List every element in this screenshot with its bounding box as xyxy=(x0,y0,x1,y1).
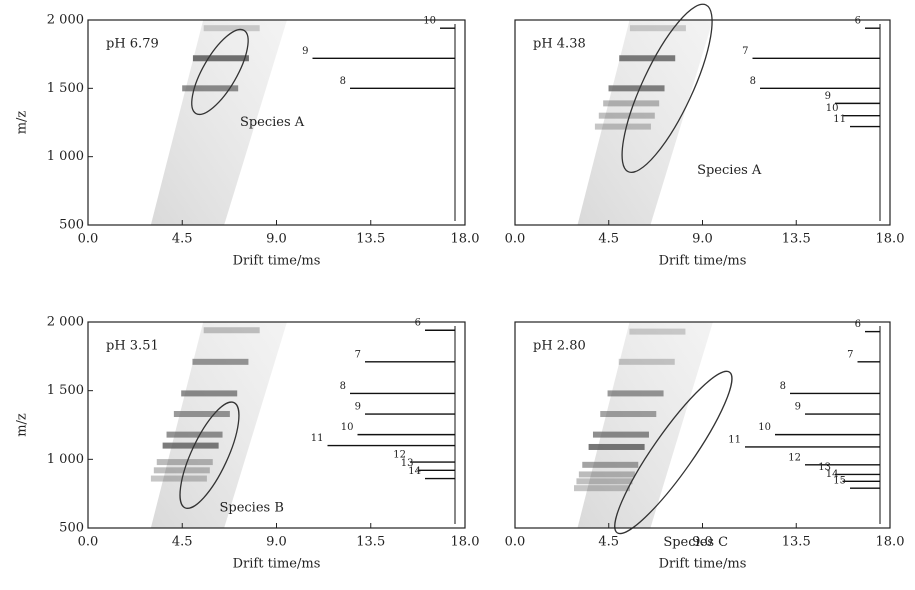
band xyxy=(619,359,675,365)
y-tick-label: 1 500 xyxy=(47,383,84,398)
signal-smear xyxy=(578,322,713,528)
x-tick-label: 13.5 xyxy=(356,535,385,550)
band xyxy=(157,459,213,465)
species-label: Species A xyxy=(240,115,305,130)
x-tick-label: 18.0 xyxy=(876,535,905,550)
band xyxy=(609,85,665,91)
ph-label: pH 4.38 xyxy=(533,37,586,52)
charge-label: 10 xyxy=(758,422,771,433)
x-tick-label: 0.0 xyxy=(505,232,526,247)
y-axis-label: m/z xyxy=(15,111,30,135)
band xyxy=(600,411,656,417)
x-tick-label: 9.0 xyxy=(692,535,713,550)
ph-label: pH 3.51 xyxy=(106,339,159,354)
charge-label: 7 xyxy=(847,349,853,360)
y-tick-label: 500 xyxy=(59,218,84,233)
signal-smear xyxy=(151,322,287,528)
band xyxy=(629,329,685,335)
band xyxy=(582,462,638,468)
band xyxy=(204,327,260,333)
band xyxy=(154,467,210,473)
band xyxy=(603,100,659,106)
charge-label: 6 xyxy=(855,319,861,330)
x-tick-label: 18.0 xyxy=(451,535,480,550)
band xyxy=(593,432,649,438)
species-label: Species B xyxy=(219,501,283,516)
charge-label: 8 xyxy=(340,381,346,392)
band xyxy=(608,390,664,396)
band xyxy=(595,124,651,130)
y-tick-label: 1 000 xyxy=(47,452,84,467)
x-axis-label: Drift time/ms xyxy=(233,254,321,269)
x-tick-label: 18.0 xyxy=(451,232,480,247)
charge-label: 6 xyxy=(415,318,421,329)
x-tick-label: 9.0 xyxy=(266,535,287,550)
x-tick-label: 0.0 xyxy=(78,535,99,550)
y-tick-label: 2 000 xyxy=(47,13,84,28)
band xyxy=(630,25,686,31)
y-tick-label: 500 xyxy=(59,521,84,536)
band xyxy=(193,55,249,61)
charge-label: 7 xyxy=(742,46,748,57)
charge-label: 15 xyxy=(833,476,846,487)
charge-label: 7 xyxy=(355,349,361,360)
y-tick-label: 1 000 xyxy=(47,149,84,164)
ph-label: pH 2.80 xyxy=(533,339,586,354)
band xyxy=(589,444,645,450)
band xyxy=(167,432,223,438)
x-tick-label: 13.5 xyxy=(782,535,811,550)
signal-smear xyxy=(578,20,713,225)
band xyxy=(151,476,207,482)
x-tick-label: 9.0 xyxy=(692,232,713,247)
x-tick-label: 0.0 xyxy=(78,232,99,247)
band xyxy=(576,478,632,484)
band xyxy=(181,390,237,396)
x-tick-label: 4.5 xyxy=(598,232,619,247)
charge-label: 11 xyxy=(311,433,324,444)
charge-label: 8 xyxy=(340,76,346,87)
x-tick-label: 13.5 xyxy=(356,232,385,247)
species-label: Species A xyxy=(697,163,762,178)
ph-label: pH 6.79 xyxy=(106,37,159,52)
band xyxy=(174,411,230,417)
charge-label: 8 xyxy=(780,381,786,392)
band xyxy=(192,359,248,365)
x-tick-label: 13.5 xyxy=(782,232,811,247)
charge-label: 9 xyxy=(355,402,361,413)
x-tick-label: 18.0 xyxy=(876,232,905,247)
band xyxy=(163,443,219,449)
x-axis-label: Drift time/ms xyxy=(659,254,747,269)
figure: 1098Species ApH 6.790.04.59.013.518.02 0… xyxy=(0,0,915,590)
band xyxy=(574,485,630,491)
charge-label: 9 xyxy=(795,402,801,413)
x-axis-label: Drift time/ms xyxy=(659,557,747,572)
charge-label: 14 xyxy=(408,466,421,477)
charge-label: 6 xyxy=(855,16,861,27)
x-axis-label: Drift time/ms xyxy=(233,557,321,572)
x-tick-label: 0.0 xyxy=(505,535,526,550)
charge-label: 9 xyxy=(825,91,831,102)
y-tick-label: 2 000 xyxy=(47,315,84,330)
charge-label: 10 xyxy=(423,16,436,27)
charge-label: 12 xyxy=(788,452,801,463)
charge-label: 11 xyxy=(728,434,741,445)
charge-label: 11 xyxy=(833,114,846,125)
y-axis-label: m/z xyxy=(15,413,30,437)
charge-label: 10 xyxy=(341,422,354,433)
charge-label: 10 xyxy=(826,103,839,114)
x-tick-label: 9.0 xyxy=(266,232,287,247)
band xyxy=(204,25,260,31)
charge-label: 8 xyxy=(750,76,756,87)
band xyxy=(599,113,655,119)
x-tick-label: 4.5 xyxy=(172,232,193,247)
x-tick-label: 4.5 xyxy=(172,535,193,550)
band xyxy=(579,471,635,477)
charge-label: 9 xyxy=(302,46,308,57)
y-tick-label: 1 500 xyxy=(47,81,84,96)
x-tick-label: 4.5 xyxy=(598,535,619,550)
band xyxy=(619,55,675,61)
